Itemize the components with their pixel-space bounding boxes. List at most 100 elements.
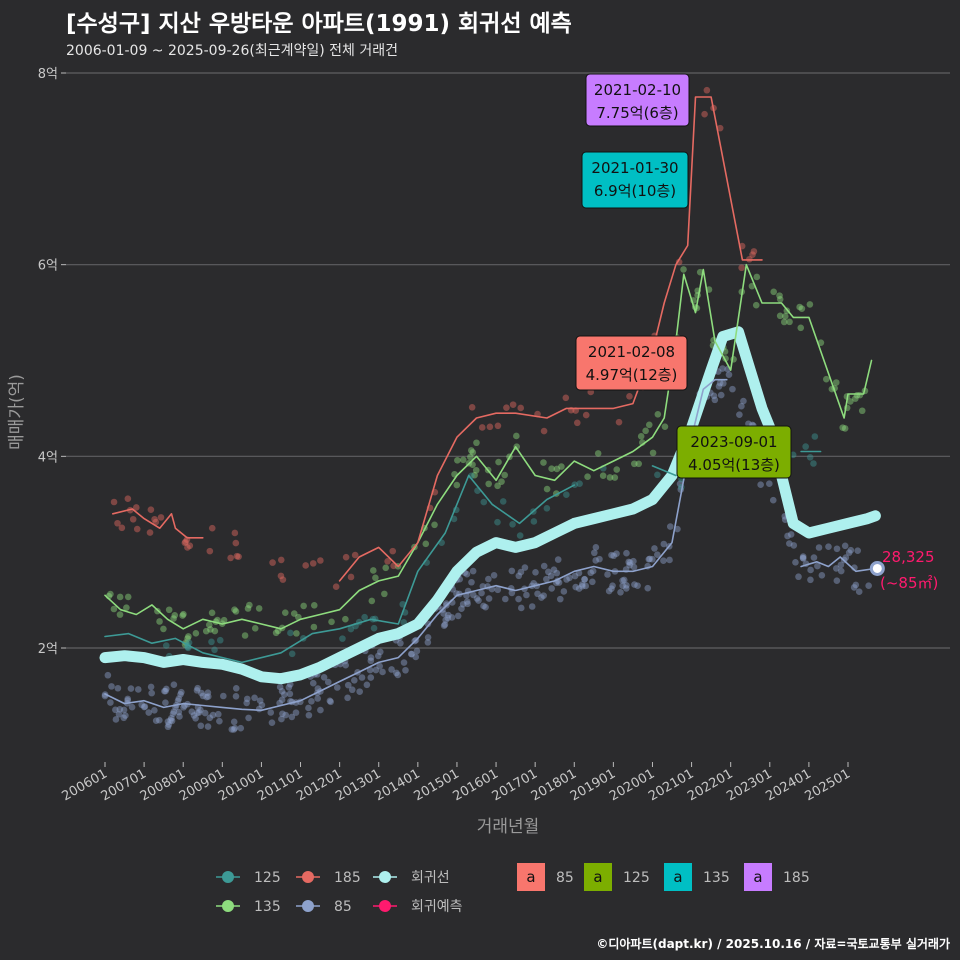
- scatter-point-85: [231, 724, 239, 732]
- scatter-point-85: [842, 554, 850, 561]
- scatter-point-85: [367, 657, 375, 665]
- scatter-point-135: [796, 303, 803, 311]
- scatter-point-85: [237, 724, 245, 732]
- scatter-point-85: [120, 706, 128, 714]
- scatter-point-85: [719, 365, 726, 372]
- scatter-point-85: [623, 582, 630, 589]
- scatter-point-85: [666, 556, 673, 564]
- scatter-point-185: [626, 393, 633, 400]
- scatter-point-125: [802, 443, 809, 450]
- scatter-point-85: [379, 668, 386, 676]
- scatter-point-135: [202, 627, 210, 635]
- scatter-point-135: [856, 391, 864, 399]
- x-tick-label: 202501: [803, 766, 853, 804]
- scatter-point-85: [837, 561, 845, 569]
- annotation-price: 4.05억(13층): [688, 456, 780, 474]
- scatter-point-85: [413, 647, 421, 655]
- scatter-point-85: [206, 714, 214, 722]
- scatter-point-85: [230, 726, 238, 733]
- scatter-point-85: [115, 710, 123, 718]
- scatter-point-85: [582, 582, 590, 590]
- scatter-point-135: [368, 597, 376, 605]
- scatter-point-125: [654, 471, 661, 479]
- y-tick-label: 6억: [38, 259, 58, 274]
- scatter-point-135: [293, 630, 300, 637]
- scatter-point-85: [480, 602, 487, 610]
- legend-box-label: 185: [783, 870, 810, 886]
- scatter-point-135: [211, 627, 219, 635]
- scatter-point-85: [285, 684, 293, 691]
- scatter-point-85: [442, 616, 449, 624]
- scatter-point-85: [201, 709, 209, 717]
- scatter-point-85: [469, 591, 477, 599]
- scatter-point-85: [792, 559, 799, 566]
- scatter-point-85: [717, 391, 725, 399]
- scatter-point-85: [148, 689, 155, 697]
- scatter-point-85: [376, 662, 383, 670]
- scatter-point-185: [478, 424, 486, 431]
- scatter-point-85: [327, 698, 334, 706]
- scatter-point-85: [107, 699, 114, 706]
- scatter-point-85: [610, 552, 617, 560]
- scatter-point-85: [243, 695, 251, 703]
- scatter-point-135: [661, 423, 669, 430]
- scatter-point-135: [272, 629, 280, 637]
- scatter-point-85: [818, 571, 826, 579]
- scatter-point-135: [116, 593, 124, 601]
- scatter-point-85: [596, 555, 603, 563]
- scatter-point-85: [617, 588, 624, 596]
- scatter-point-185: [703, 86, 711, 94]
- scatter-point-135: [342, 615, 349, 623]
- scatter-point-125: [361, 613, 368, 621]
- legend-label: 185: [334, 870, 361, 886]
- scatter-point-125: [509, 521, 516, 528]
- scatter-point-125: [810, 460, 817, 467]
- scatter-point-85: [314, 685, 322, 692]
- scatter-point-135: [846, 398, 854, 405]
- scatter-point-85: [216, 717, 223, 725]
- scatter-point-85: [308, 697, 315, 705]
- scatter-point-85: [482, 603, 489, 611]
- scatter-point-185: [389, 547, 397, 555]
- annotation-box: [581, 151, 689, 209]
- scatter-point-135: [594, 450, 602, 457]
- scatter-point-85: [220, 692, 227, 700]
- scatter-point-135: [171, 611, 179, 619]
- annotation-box: [575, 335, 688, 391]
- scatter-point-85: [112, 706, 119, 714]
- scatter-point-135: [839, 424, 846, 431]
- legend-box-item-185: a 185: [744, 863, 810, 891]
- scatter-point-85: [324, 678, 332, 686]
- annotation-box: [585, 73, 690, 127]
- scatter-point-85: [292, 709, 300, 716]
- scatter-point-85: [151, 707, 158, 714]
- scatter-point-85: [715, 383, 723, 390]
- scatter-point-85: [814, 562, 821, 570]
- scatter-point-85: [356, 688, 363, 695]
- scatter-point-85: [127, 685, 135, 692]
- legend-box-item-135: a 135: [664, 863, 730, 891]
- series-line-회귀선: [99, 326, 881, 685]
- scatter-point-185: [279, 576, 287, 583]
- legend-box-label: 85: [556, 870, 574, 886]
- scatter-point-85: [547, 572, 555, 580]
- scatter-point-85: [579, 582, 586, 590]
- scatter-point-85: [630, 557, 637, 565]
- scatter-point-135: [328, 618, 335, 626]
- scatter-point-185: [302, 562, 309, 569]
- scatter-point-85: [402, 666, 409, 674]
- scatter-point-135: [780, 318, 788, 326]
- scatter-point-85: [515, 572, 523, 580]
- annotation-price: 4.97억(12층): [586, 366, 678, 384]
- scatter-point-135: [471, 471, 478, 479]
- scatter-point-85: [104, 671, 112, 679]
- scatter-point-185: [186, 542, 194, 550]
- scatter-point-85: [393, 669, 400, 677]
- scatter-point-135: [310, 602, 318, 609]
- scatter-point-185: [750, 248, 758, 255]
- scatter-point-85: [128, 703, 136, 711]
- scatter-point-185: [351, 551, 359, 559]
- scatter-point-135: [858, 407, 866, 415]
- scatter-point-135: [786, 318, 793, 326]
